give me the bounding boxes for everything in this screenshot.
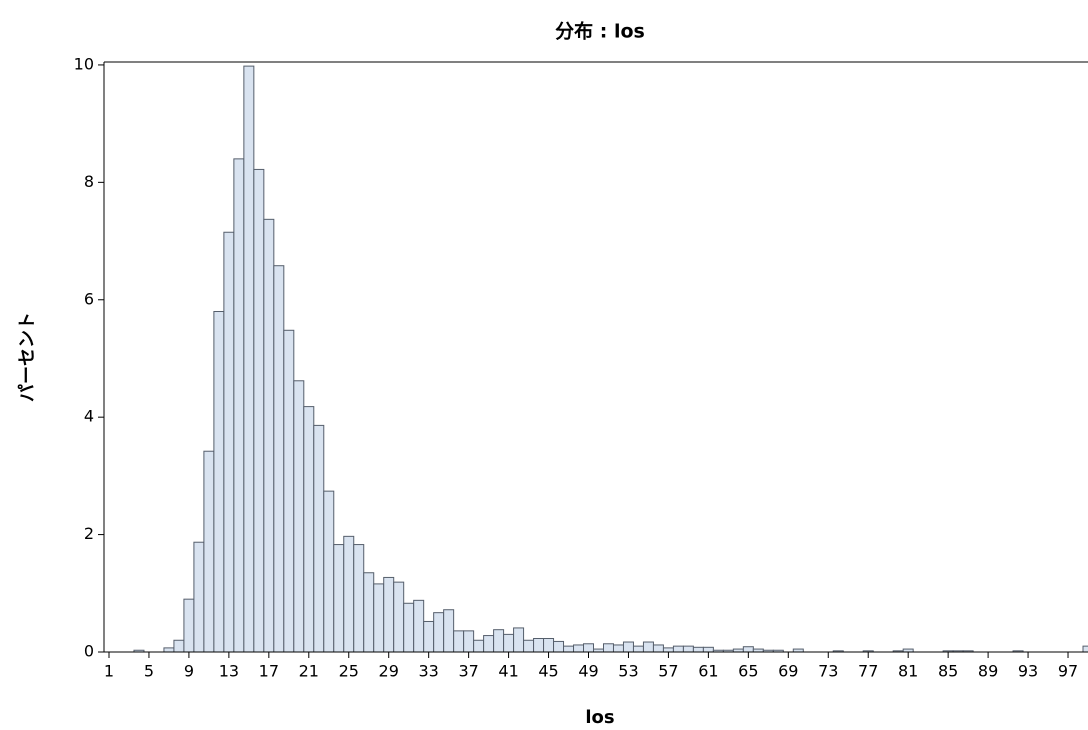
bar [662,647,674,653]
bar [253,168,265,653]
x-tick-label: 93 [1018,662,1038,681]
bar [642,641,654,653]
bar [243,65,255,653]
x-tick-label: 85 [938,662,958,681]
bar [652,644,664,653]
bar [463,630,475,653]
bar [323,490,335,653]
x-tick-label: 37 [458,662,478,681]
y-tick-label: 0 [84,642,94,661]
bar [273,265,285,653]
bar [353,544,365,653]
bar [1082,645,1088,653]
bar [493,629,505,653]
x-tick-label: 81 [898,662,918,681]
y-tick-label: 4 [84,407,94,426]
bar [612,644,624,653]
bar [692,646,704,653]
bar [453,630,465,653]
x-tick-label: 17 [259,662,279,681]
bar [333,544,345,653]
bar [702,646,714,653]
x-tick-label: 57 [658,662,678,681]
bar [423,620,435,653]
bar [742,646,754,653]
bar [583,643,595,653]
bar [483,635,495,653]
bar [383,576,395,653]
x-tick-label: 41 [498,662,518,681]
bar [523,639,535,653]
bar [363,572,375,653]
bar [602,643,614,653]
bar [672,645,684,653]
x-tick-label: 65 [738,662,758,681]
bar [553,640,565,653]
bar [393,581,405,653]
x-tick-label: 77 [858,662,878,681]
bar [193,541,205,653]
bar [413,599,425,653]
bar [473,639,485,653]
x-tick-label: 97 [1058,662,1078,681]
bar [233,158,245,653]
x-tick-label: 1 [104,662,114,681]
bar [503,633,515,653]
bar [283,329,295,653]
x-tick-label: 45 [538,662,558,681]
bar [403,602,415,653]
bar [293,380,305,653]
bar [303,406,315,653]
bar [173,639,185,653]
x-tick-label: 61 [698,662,718,681]
bar [343,535,355,653]
x-tick-label: 33 [418,662,438,681]
bar [433,612,445,653]
x-tick-label: 29 [379,662,399,681]
y-tick-label: 2 [84,524,94,543]
bar [513,627,525,653]
bar [163,647,175,653]
x-axis-label: los [585,707,614,728]
bar [183,598,195,653]
x-tick-label: 53 [618,662,638,681]
x-tick-label: 73 [818,662,838,681]
bar [373,583,385,653]
x-tick-label: 13 [219,662,239,681]
x-tick-label: 25 [339,662,359,681]
bar [263,218,275,653]
chart-title: 分布 : los [555,20,645,43]
bar [543,637,555,653]
y-tick-label: 10 [74,54,94,73]
y-tick-label: 6 [84,289,94,308]
bar [213,311,225,653]
bar [203,450,215,653]
x-tick-label: 69 [778,662,798,681]
y-axis-label: パーセント [17,312,38,402]
y-tick-label: 8 [84,172,94,191]
bar [682,645,694,653]
x-tick-label: 89 [978,662,998,681]
bar [563,645,575,653]
bar [573,644,585,653]
x-tick-label: 5 [144,662,154,681]
bar [622,641,634,653]
bar [223,231,235,653]
x-tick-label: 9 [184,662,194,681]
bar [313,424,325,653]
x-tick-label: 21 [299,662,319,681]
bar [533,637,545,653]
x-tick-label: 49 [578,662,598,681]
bar [632,645,644,653]
bar [443,609,455,653]
bars [133,65,1088,653]
